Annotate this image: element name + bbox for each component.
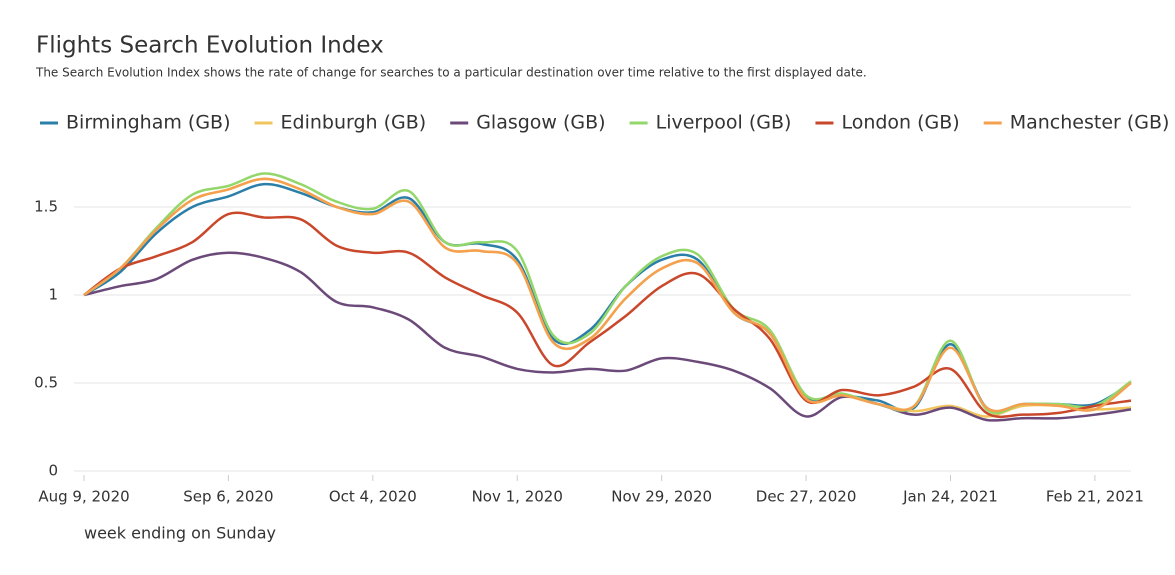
legend-label: Glasgow (GB) bbox=[476, 112, 605, 134]
chart-title: Flights Search Evolution Index bbox=[36, 33, 384, 59]
y-tick-label: 0.5 bbox=[34, 374, 58, 392]
x-tick-label: Aug 9, 2020 bbox=[38, 488, 129, 506]
series-line bbox=[83, 177, 1132, 418]
x-tick-label: Feb 21, 2021 bbox=[1046, 488, 1144, 506]
y-tick-label: 1.5 bbox=[34, 198, 58, 216]
series-line bbox=[83, 211, 1132, 419]
legend-label: Birmingham (GB) bbox=[66, 112, 231, 134]
legend-label: London (GB) bbox=[841, 112, 959, 134]
series-line bbox=[83, 177, 1132, 413]
x-tick-label: Jan 24, 2021 bbox=[902, 488, 998, 506]
series-line bbox=[83, 251, 1132, 422]
y-tick-label: 1 bbox=[48, 286, 58, 304]
chart-subtitle: The Search Evolution Index shows the rat… bbox=[35, 66, 867, 80]
legend-label: Edinburgh (GB) bbox=[281, 112, 427, 134]
x-tick-label: Dec 27, 2020 bbox=[756, 488, 857, 506]
series-line bbox=[83, 172, 1132, 415]
x-tick-label: Nov 1, 2020 bbox=[472, 488, 563, 506]
x-tick-label: Oct 4, 2020 bbox=[329, 488, 417, 506]
legend-label: Liverpool (GB) bbox=[656, 112, 792, 134]
x-axis-title: week ending on Sunday bbox=[84, 524, 276, 543]
legend-label: Manchester (GB) bbox=[1010, 112, 1170, 134]
x-tick-label: Nov 29, 2020 bbox=[611, 488, 712, 506]
x-tick-label: Sep 6, 2020 bbox=[183, 488, 273, 506]
y-tick-label: 0 bbox=[48, 462, 58, 480]
series-line bbox=[83, 182, 1132, 413]
